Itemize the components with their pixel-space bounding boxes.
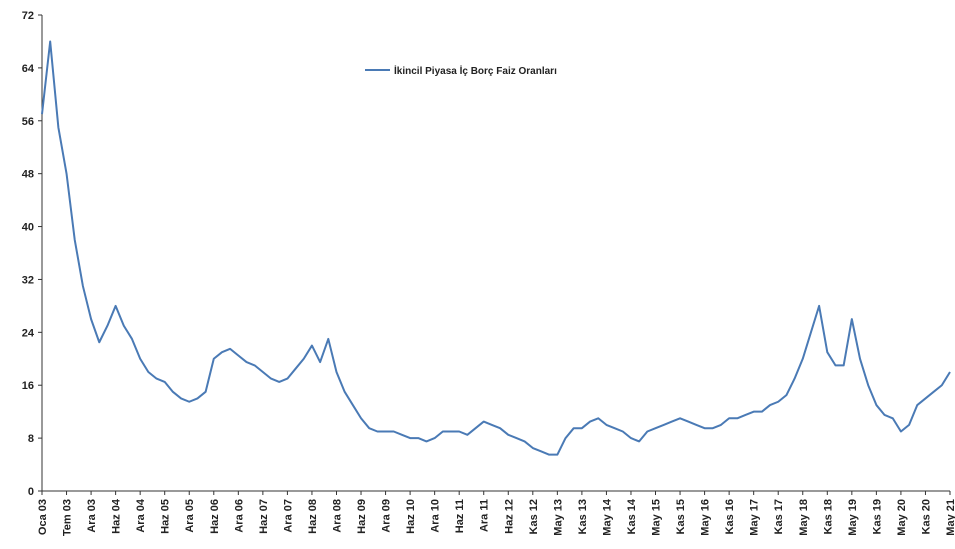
y-tick-label: 48	[22, 169, 34, 181]
x-tick-label: May 17	[749, 499, 761, 536]
x-tick-label: Ara 10	[430, 499, 442, 533]
y-tick-label: 8	[28, 433, 34, 445]
y-tick-label: 24	[22, 327, 35, 339]
x-tick-label: Ara 11	[479, 499, 491, 532]
y-tick-label: 32	[22, 274, 34, 286]
y-tick-label: 64	[22, 63, 35, 75]
x-tick-label: May 21	[945, 499, 955, 536]
y-tick-label: 16	[22, 380, 34, 392]
x-tick-label: May 15	[651, 499, 663, 536]
y-tick-label: 0	[28, 486, 34, 498]
x-tick-label: Kas 19	[871, 499, 883, 534]
x-tick-label: Ara 06	[233, 499, 245, 533]
x-tick-label: Kas 16	[724, 499, 736, 534]
x-tick-label: Haz 06	[209, 499, 221, 534]
x-tick-label: Kas 15	[675, 499, 687, 534]
x-tick-label: Kas 18	[822, 499, 834, 534]
y-tick-label: 72	[22, 10, 34, 22]
x-tick-label: Haz 05	[160, 499, 172, 534]
x-tick-label: Ara 09	[381, 499, 393, 533]
x-tick-label: Ara 04	[135, 498, 147, 533]
y-tick-label: 56	[22, 116, 34, 128]
x-tick-label: Haz 09	[356, 499, 368, 534]
x-tick-label: Haz 04	[111, 498, 123, 534]
x-tick-label: Haz 08	[307, 499, 319, 534]
x-tick-label: Kas 14	[626, 498, 638, 534]
x-tick-label: May 18	[798, 499, 810, 536]
x-tick-label: Kas 12	[528, 499, 540, 534]
x-tick-label: Tem 03	[62, 499, 74, 536]
y-tick-label: 40	[22, 222, 34, 234]
x-tick-label: May 16	[700, 499, 712, 536]
x-tick-label: May 14	[601, 498, 613, 536]
x-tick-label: Oca 03	[37, 499, 49, 535]
x-tick-label: Haz 07	[258, 499, 270, 534]
legend-label: İkincil Piyasa İç Borç Faiz Oranları	[394, 64, 557, 77]
x-tick-label: Kas 13	[577, 499, 589, 534]
line	[41, 40, 951, 456]
x-tick-label: May 13	[552, 499, 564, 536]
x-tick-label: Haz 12	[503, 499, 515, 534]
x-tick-label: Ara 07	[282, 499, 294, 533]
x-tick-label: Ara 03	[86, 499, 98, 533]
x-tick-label: Kas 20	[920, 499, 932, 534]
x-tick-label: Kas 17	[773, 499, 785, 534]
x-tick-label: Ara 05	[184, 499, 196, 533]
x-tick-label: Haz 11	[454, 499, 466, 533]
x-tick-label: Ara 08	[331, 499, 343, 533]
x-tick-label: May 19	[847, 499, 859, 536]
x-tick-label: Haz 10	[405, 499, 417, 534]
x-tick-label: May 20	[896, 499, 908, 536]
